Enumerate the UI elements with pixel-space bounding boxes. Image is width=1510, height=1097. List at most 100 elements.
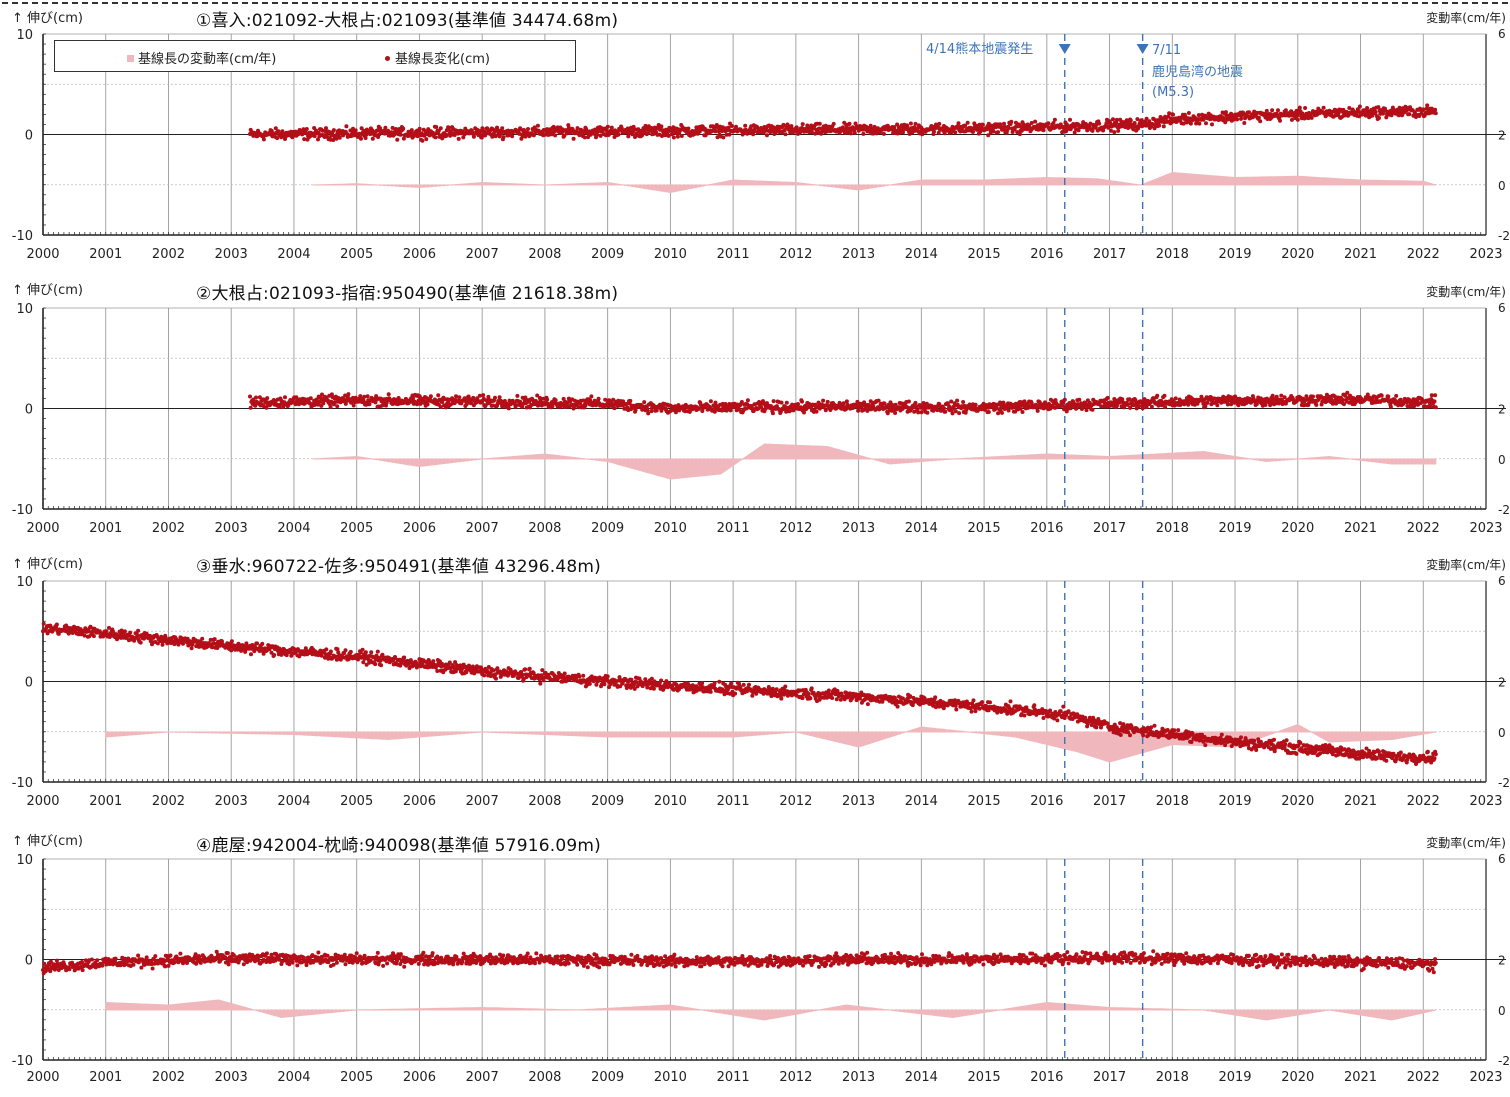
data-point xyxy=(1264,403,1268,407)
data-point xyxy=(784,132,788,136)
data-point xyxy=(942,406,946,410)
data-point xyxy=(429,394,433,398)
data-point xyxy=(1036,409,1040,413)
data-point xyxy=(953,130,957,134)
data-point xyxy=(971,130,975,134)
data-point xyxy=(743,124,747,128)
data-point xyxy=(914,401,918,405)
data-point xyxy=(1434,405,1438,409)
x-tick-label: 2012 xyxy=(779,521,812,536)
data-point xyxy=(680,134,684,138)
legend-item-rate: 基線長の変動率(cm/年) xyxy=(127,48,276,67)
x-tick-label: 2016 xyxy=(1030,247,1063,262)
y2-tick-label: 6 xyxy=(1498,27,1506,41)
x-tick-label: 2011 xyxy=(717,521,750,536)
kagoshima-name-annotation: 鹿児島湾の地震 xyxy=(1152,62,1243,83)
kagoshima-mag-annotation: (M5.3) xyxy=(1152,82,1194,103)
data-point xyxy=(796,402,800,406)
data-point xyxy=(597,397,601,401)
data-point xyxy=(436,393,440,397)
data-point xyxy=(709,399,713,403)
data-point xyxy=(510,134,514,138)
x-tick-label: 2006 xyxy=(403,521,436,536)
x-tick-label: 2013 xyxy=(842,521,875,536)
data-point xyxy=(676,135,680,139)
x-tick-label: 2005 xyxy=(340,247,373,262)
data-point xyxy=(1235,117,1239,121)
x-tick-label: 2022 xyxy=(1407,521,1440,536)
y2-tick-label: -2 xyxy=(1498,229,1510,243)
data-point xyxy=(1421,107,1425,111)
data-point xyxy=(714,401,718,405)
data-point xyxy=(1283,395,1287,399)
data-point xyxy=(359,137,363,141)
x-tick-label: 2021 xyxy=(1344,521,1377,536)
data-point xyxy=(937,122,941,126)
data-point xyxy=(136,629,140,633)
left-axis-label: ↑ 伸び(cm) xyxy=(12,279,83,298)
scatter-series xyxy=(248,391,1438,416)
data-point xyxy=(849,131,853,135)
x-tick-label: 2023 xyxy=(1469,247,1502,262)
data-point xyxy=(213,637,217,641)
data-point xyxy=(1296,118,1300,122)
data-point xyxy=(1197,122,1201,126)
data-point xyxy=(832,122,836,126)
data-point xyxy=(553,133,557,137)
data-point xyxy=(610,126,614,130)
chart-title: ①喜入:021092-大根占:021093(基準値 34474.68m) xyxy=(196,6,618,31)
data-point xyxy=(536,124,540,128)
data-point xyxy=(418,127,422,131)
data-point xyxy=(254,396,258,400)
rate-area-series xyxy=(313,444,1436,479)
data-point xyxy=(444,134,448,138)
data-point xyxy=(727,133,731,137)
data-point xyxy=(646,408,650,412)
data-point xyxy=(338,136,342,140)
data-point xyxy=(1111,117,1115,121)
legend: 基線長の変動率(cm/年) 基線長変化(cm) xyxy=(54,40,576,72)
legend-rate-label: 基線長の変動率(cm/年) xyxy=(138,52,276,67)
data-point xyxy=(1009,120,1013,124)
x-tick-label: 2018 xyxy=(1156,247,1189,262)
data-point xyxy=(265,396,269,400)
data-point xyxy=(1174,396,1178,400)
data-point xyxy=(1365,106,1369,110)
data-point xyxy=(572,137,576,141)
data-point xyxy=(139,641,143,645)
legend-rate-swatch xyxy=(127,55,134,62)
data-point xyxy=(200,637,204,641)
data-point xyxy=(1425,103,1429,107)
data-point xyxy=(426,402,430,406)
x-tick-label: 2001 xyxy=(89,521,122,536)
data-point xyxy=(729,408,733,412)
data-point xyxy=(439,126,443,130)
data-point xyxy=(1276,108,1280,112)
data-point xyxy=(772,399,776,403)
x-tick-label: 2016 xyxy=(1030,521,1063,536)
data-point xyxy=(1433,399,1437,403)
data-point xyxy=(1433,108,1437,112)
data-point xyxy=(1157,124,1161,128)
data-point xyxy=(961,400,965,404)
data-point xyxy=(1187,111,1191,115)
data-point xyxy=(882,132,886,136)
data-point xyxy=(457,395,461,399)
data-point xyxy=(1374,110,1378,114)
data-point xyxy=(309,396,313,400)
data-point xyxy=(354,128,358,132)
data-point xyxy=(909,122,913,126)
data-point xyxy=(362,399,366,403)
data-point xyxy=(366,394,370,398)
x-tick-label: 2006 xyxy=(403,247,436,262)
x-tick-label: 2013 xyxy=(842,247,875,262)
data-point xyxy=(1386,395,1390,399)
data-point xyxy=(877,399,881,403)
data-point xyxy=(1434,111,1438,115)
data-point xyxy=(957,121,961,125)
x-tick-label: 2003 xyxy=(215,247,248,262)
data-point xyxy=(42,622,46,626)
